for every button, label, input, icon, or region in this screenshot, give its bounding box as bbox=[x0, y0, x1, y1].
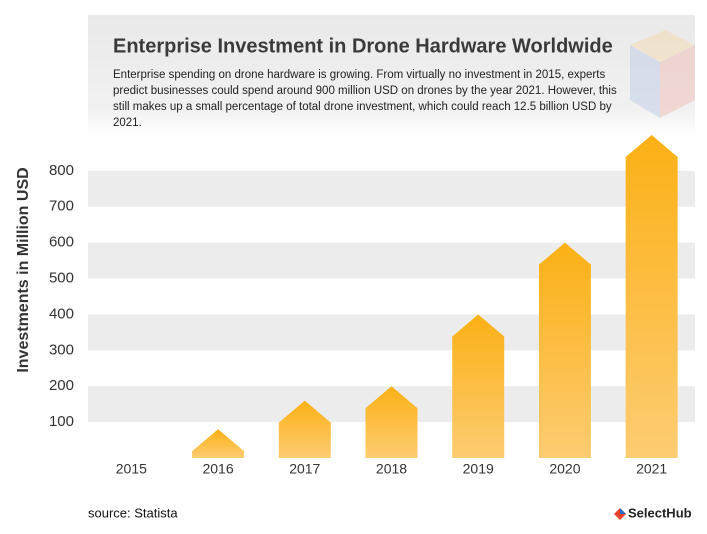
grid-band bbox=[88, 170, 695, 207]
y-tick-label: 100 bbox=[49, 413, 74, 430]
x-tick-label: 2021 bbox=[636, 461, 667, 477]
brand-logo bbox=[614, 508, 626, 520]
chart-title: Enterprise Investment in Drone Hardware … bbox=[113, 35, 613, 57]
x-tick-label: 2018 bbox=[376, 461, 407, 477]
source: source: Statista bbox=[88, 505, 178, 520]
y-tick-label: 600 bbox=[49, 234, 74, 251]
brand-name: SelectHub bbox=[628, 505, 692, 520]
header-band bbox=[88, 15, 695, 135]
bar bbox=[192, 429, 245, 458]
grid-band bbox=[88, 242, 695, 279]
bar bbox=[538, 242, 591, 458]
x-tick-label: 2017 bbox=[289, 461, 320, 477]
bar bbox=[452, 314, 505, 458]
bar bbox=[625, 135, 678, 458]
y-tick-label: 500 bbox=[49, 270, 74, 287]
bar bbox=[278, 400, 331, 458]
y-tick-label: 400 bbox=[49, 305, 74, 322]
grid-band bbox=[88, 314, 695, 351]
chart-subtitle: Enterprise spending on drone hardware is… bbox=[113, 69, 617, 129]
x-tick-label: 2016 bbox=[202, 461, 233, 477]
y-tick-label: 700 bbox=[49, 198, 74, 215]
bar bbox=[365, 386, 418, 458]
cube-decoration bbox=[630, 30, 695, 118]
y-tick-label: 300 bbox=[49, 341, 74, 358]
y-tick-label: 200 bbox=[49, 377, 74, 394]
y-tick-label: 800 bbox=[49, 162, 74, 179]
x-tick-label: 2020 bbox=[549, 461, 580, 477]
x-tick-label: 2015 bbox=[116, 461, 147, 477]
x-tick-label: 2019 bbox=[463, 461, 494, 477]
y-axis-label: Investments in Million USD bbox=[15, 167, 32, 372]
